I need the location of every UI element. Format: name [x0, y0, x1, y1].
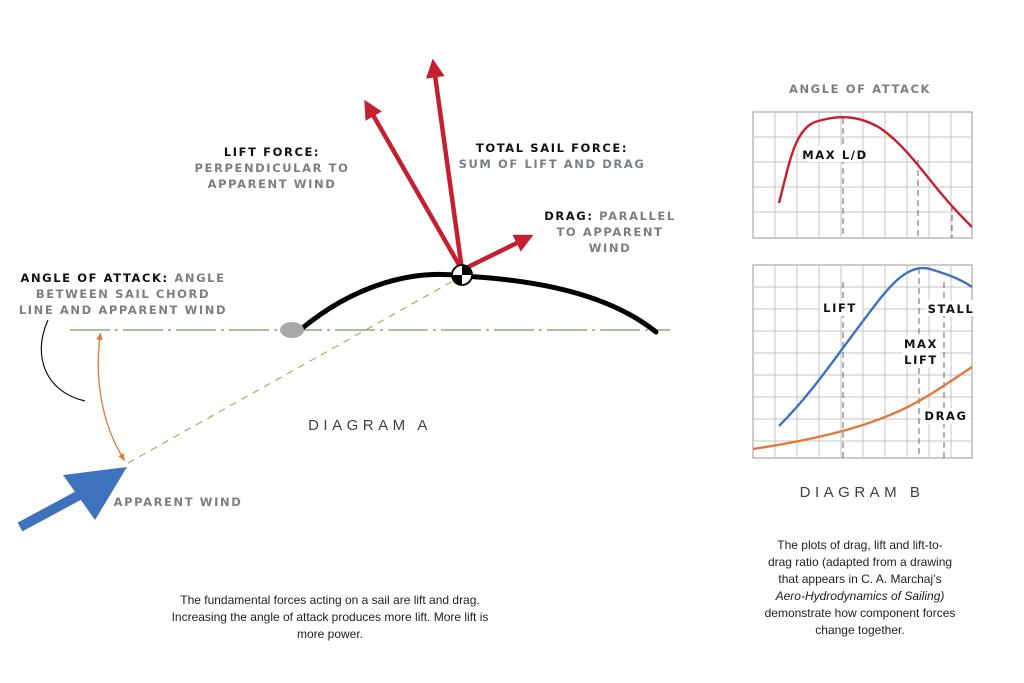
diagram-b-title: DIAGRAM B: [800, 484, 925, 501]
lift-force-title: LIFT FORCE:: [224, 145, 320, 159]
drag-force-arrow: [461, 234, 534, 273]
drag-label: DRAG: PARALLEL: [544, 209, 676, 223]
drag-line3: WIND: [589, 241, 632, 255]
drag-title: DRAG:: [544, 209, 593, 223]
caption-b-line6: change together.: [815, 623, 905, 637]
lift-drag-chart: [752, 264, 973, 459]
stall-label: STALL: [928, 302, 975, 316]
max-lift-label-line1: MAX: [904, 337, 938, 351]
apparent-wind-line: [127, 275, 463, 464]
caption-b-book: Aero-Hydrodynamics of Sailing): [735, 588, 985, 605]
diagram-a-title: DIAGRAM A: [308, 417, 432, 434]
sail-curve: [297, 271, 659, 335]
lift-force-arrow: [364, 99, 464, 272]
max-lift-label-line2: LIFT: [904, 353, 938, 367]
caption-b-line2: drag ratio (adapted from a drawing: [767, 555, 953, 569]
apparent-wind-arrow: [17, 467, 127, 532]
angle-of-attack-title: ANGLE OF ATTACK:: [20, 271, 168, 285]
angle-of-attack-line2: BETWEEN SAIL CHORD: [36, 287, 210, 301]
angle-of-attack-arc: [96, 332, 126, 462]
caption-b-book-title: Aero-Hydrodynamics of Sailing): [775, 589, 945, 603]
angle-of-attack-label: ANGLE OF ATTACK: ANGLE: [20, 271, 225, 285]
lift-label: LIFT: [823, 301, 857, 315]
caption-a-line3: more power.: [296, 627, 364, 641]
drag-curve-label: DRAG: [924, 409, 967, 423]
drag-curve: [752, 366, 973, 451]
label-leader-arc: [40, 319, 86, 402]
total-force-line1: SUM OF LIFT AND DRAG: [459, 157, 646, 171]
mast: [280, 322, 304, 338]
caption-a-line2: Increasing the angle of attack produces …: [171, 610, 489, 624]
ld-ratio-curve: [777, 116, 973, 228]
center-of-effort-icon: [451, 264, 473, 286]
ld-ratio-chart: [752, 111, 973, 239]
angle-of-attack-line1: ANGLE: [174, 271, 225, 285]
apparent-wind-label: APPARENT WIND: [114, 495, 243, 509]
diagram-a-caption: The fundamental forces acting on a sail …: [130, 592, 530, 643]
total-force-title: TOTAL SAIL FORCE:: [476, 141, 628, 155]
total-force-arrow: [425, 58, 465, 271]
angle-of-attack-chart-title: ANGLE OF ATTACK: [789, 82, 931, 96]
caption-b-line5: demonstrate how component forces: [764, 606, 956, 620]
drag-line1: PARALLEL: [599, 209, 676, 223]
lift-curve: [778, 266, 973, 427]
lift-force-line2: APPARENT WIND: [208, 177, 337, 191]
diagram-b-caption: The plots of drag, lift and lift-to- dra…: [735, 537, 985, 639]
caption-a-line1: The fundamental forces acting on a sail …: [180, 593, 480, 607]
max-ld-label: MAX L/D: [802, 148, 868, 162]
lift-force-line1: PERPENDICULAR TO: [195, 161, 350, 175]
angle-of-attack-line3: LINE AND APPARENT WIND: [19, 303, 227, 317]
caption-b-line3: that appears in C. A. Marchaj’s: [778, 572, 942, 586]
drag-line2: TO APPARENT: [556, 225, 663, 239]
caption-b-line1: The plots of drag, lift and lift-to-: [777, 538, 943, 552]
